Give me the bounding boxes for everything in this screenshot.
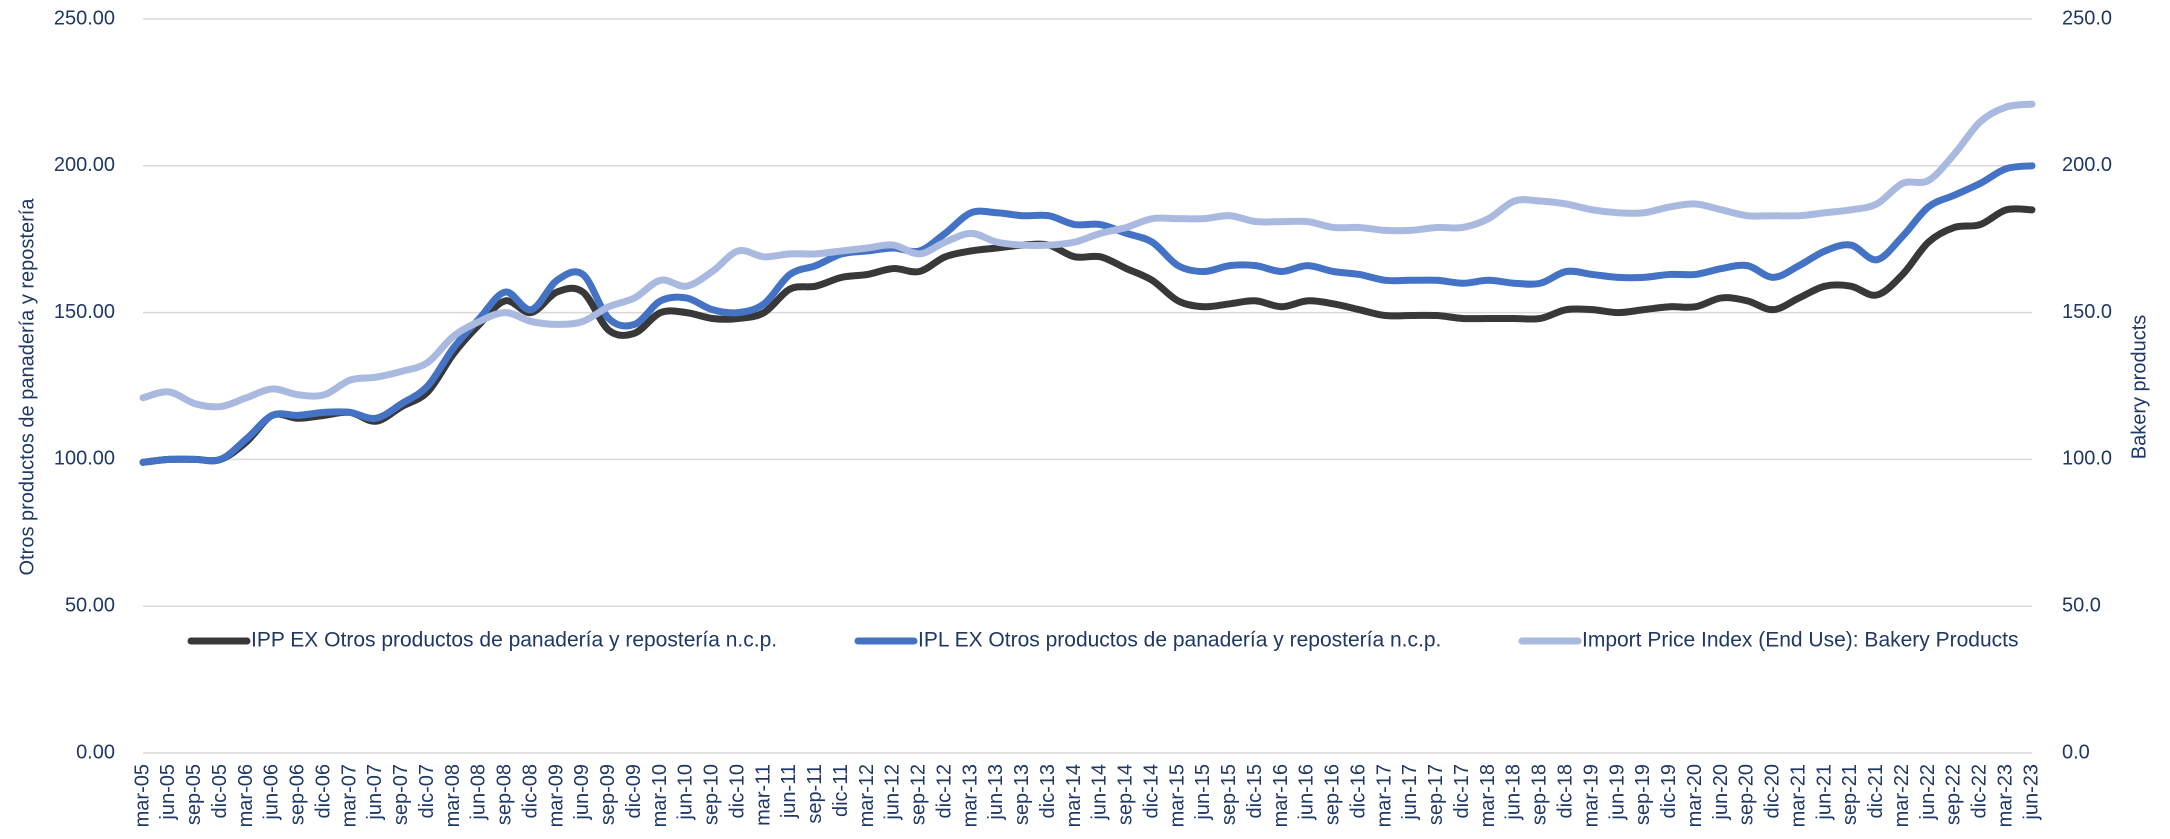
x-tick-label: jun-09: [571, 764, 593, 821]
x-tick-label: mar-14: [1063, 764, 1085, 827]
x-tick-label: sep-20: [1736, 764, 1758, 825]
x-tick-label: sep-06: [287, 764, 309, 825]
x-tick-label: dic-22: [1969, 764, 1991, 818]
x-tick-label: sep-08: [494, 764, 516, 825]
x-tick-label: sep-05: [183, 764, 205, 825]
x-tick-label: mar-05: [131, 764, 153, 827]
y-axis-title: Otros productos de panadería y reposterí…: [16, 198, 38, 576]
x-tick-label: dic-18: [1555, 764, 1577, 818]
series-line: [139, 100, 2036, 411]
y-tick-label: 0.00: [76, 741, 115, 763]
x-tick-label: sep-11: [804, 764, 826, 824]
x-tick-label: dic-21: [1865, 764, 1887, 818]
x-tick-label: dic-07: [416, 764, 438, 818]
x-tick-label: dic-16: [1347, 764, 1369, 818]
x-tick-label: dic-17: [1451, 764, 1473, 818]
x-tick-label: jun-14: [1089, 764, 1111, 821]
x-tick-label: sep-21: [1839, 764, 1861, 825]
x-tick-label: mar-07: [338, 764, 360, 827]
x-tick-label: mar-13: [959, 764, 981, 827]
x-tick-label: dic-08: [519, 764, 541, 818]
x-tick-label: jun-11: [778, 764, 800, 819]
x-tick-label: sep-12: [908, 764, 930, 825]
x-tick-label: mar-16: [1270, 764, 1292, 827]
x-tick-label: dic-15: [1244, 764, 1266, 818]
x-tick-label: mar-11: [752, 764, 774, 826]
y2-axis-title: Bakery products: [2128, 315, 2150, 460]
x-tick-label: mar-12: [856, 764, 878, 827]
x-tick-label: dic-19: [1658, 764, 1680, 818]
y2-tick-label: 0.0: [2062, 741, 2090, 763]
x-tick-label: dic-14: [1140, 764, 1162, 818]
x-tick-label: sep-16: [1322, 764, 1344, 825]
x-tick-label: mar-20: [1684, 764, 1706, 827]
x-tick-label: dic-05: [209, 764, 231, 818]
x-tick-label: dic-09: [623, 764, 645, 818]
x-tick-label: mar-22: [1891, 764, 1913, 827]
x-tick-label: jun-17: [1399, 764, 1421, 821]
x-tick-label: mar-18: [1477, 764, 1499, 827]
legend-label: Import Price Index (End Use): Bakery Pro…: [1582, 629, 2019, 652]
x-tick-label: jun-18: [1503, 764, 1525, 821]
y2-tick-label: 100.0: [2062, 448, 2112, 470]
x-tick-label: jun-23: [2020, 764, 2042, 821]
x-tick-label: mar-19: [1580, 764, 1602, 827]
x-tick-label: jun-08: [468, 764, 490, 821]
y2-tick-label: 250.0: [2062, 7, 2112, 29]
x-tick-label: jun-22: [1917, 764, 1939, 821]
x-tick-label: mar-10: [649, 764, 671, 827]
x-tick-label: sep-09: [597, 764, 619, 825]
x-tick-label: mar-21: [1787, 764, 1809, 827]
x-tick-label: jun-19: [1606, 764, 1628, 821]
x-tick-label: sep-17: [1425, 764, 1447, 825]
x-tick-label: dic-10: [726, 764, 748, 818]
y-tick-label: 150.00: [54, 301, 115, 323]
y-tick-label: 200.00: [54, 154, 115, 176]
y2-tick-label: 50.0: [2062, 594, 2101, 616]
x-tick-label: jun-10: [675, 764, 697, 821]
x-tick-label: jun-21: [1813, 764, 1835, 821]
x-tick-label: sep-18: [1529, 764, 1551, 825]
x-tick-label: dic-12: [933, 764, 955, 818]
y-tick-label: 250.00: [54, 7, 115, 29]
x-tick-label: sep-22: [1943, 764, 1965, 825]
x-tick-label: mar-23: [1994, 764, 2016, 827]
x-tick-label: sep-19: [1632, 764, 1654, 825]
x-tick-label: mar-17: [1373, 764, 1395, 827]
x-tick-label: jun-06: [261, 764, 283, 821]
series-line: [139, 162, 2036, 466]
y2-tick-label: 150.0: [2062, 301, 2112, 323]
x-tick-label: jun-16: [1296, 764, 1318, 821]
x-tick-label: sep-15: [1218, 764, 1240, 825]
legend-background: [180, 622, 2040, 662]
x-tick-label: dic-11: [830, 764, 852, 817]
legend-label: IPP EX Otros productos de panadería y re…: [251, 629, 777, 652]
x-tick-label: jun-20: [1710, 764, 1732, 821]
x-tick-label: dic-06: [312, 764, 334, 818]
series-line: [139, 205, 2036, 466]
x-tick-label: sep-10: [701, 764, 723, 825]
x-tick-label: jun-15: [1192, 764, 1214, 821]
x-tick-label: sep-14: [1115, 764, 1137, 825]
y2-tick-label: 200.0: [2062, 154, 2112, 176]
legend-label: IPL EX Otros productos de panadería y re…: [918, 629, 1441, 652]
x-tick-label: dic-20: [1762, 764, 1784, 818]
y-tick-label: 100.00: [54, 448, 115, 470]
x-tick-label: sep-07: [390, 764, 412, 825]
x-tick-label: sep-13: [1011, 764, 1033, 825]
x-tick-label: mar-06: [235, 764, 257, 827]
x-tick-label: jun-07: [364, 764, 386, 821]
x-tick-label: dic-13: [1037, 764, 1059, 818]
x-tick-label: jun-12: [882, 764, 904, 821]
x-tick-label: jun-13: [985, 764, 1007, 821]
legend: IPP EX Otros productos de panadería y re…: [180, 622, 2040, 662]
x-tick-label: jun-05: [157, 764, 179, 821]
y-tick-label: 50.00: [65, 594, 115, 616]
x-tick-label: mar-08: [442, 764, 464, 827]
x-tick-label: mar-09: [545, 764, 567, 827]
x-tick-label: mar-15: [1166, 764, 1188, 827]
